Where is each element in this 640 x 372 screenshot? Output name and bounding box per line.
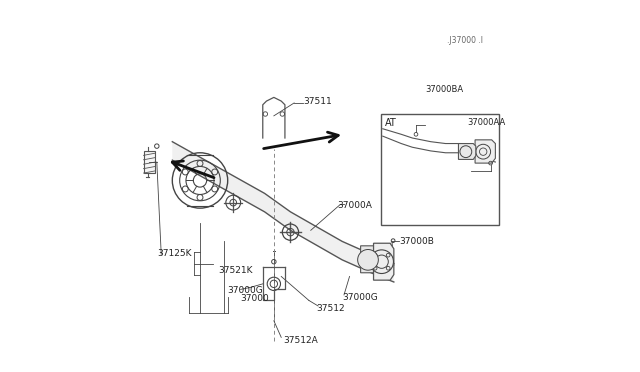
Polygon shape <box>172 142 394 282</box>
Text: 37512: 37512 <box>316 304 345 313</box>
Text: 37000BA: 37000BA <box>425 85 463 94</box>
Text: 37521K: 37521K <box>218 266 253 275</box>
Circle shape <box>358 250 378 270</box>
Circle shape <box>370 250 394 273</box>
Text: .J37000 .I: .J37000 .I <box>447 36 483 45</box>
Text: 37125K: 37125K <box>157 250 192 259</box>
Text: 37000: 37000 <box>241 294 269 303</box>
Bar <box>381 114 499 225</box>
Text: 37000G: 37000G <box>228 286 264 295</box>
Polygon shape <box>475 140 495 163</box>
Polygon shape <box>458 144 476 160</box>
Bar <box>143 151 156 173</box>
Polygon shape <box>360 246 379 273</box>
Circle shape <box>476 144 491 159</box>
Text: 37000B: 37000B <box>399 237 435 246</box>
Text: 37000G: 37000G <box>342 293 378 302</box>
Circle shape <box>460 146 472 158</box>
Text: 37000AA: 37000AA <box>468 118 506 127</box>
Polygon shape <box>374 243 394 280</box>
Text: 37512A: 37512A <box>283 336 318 345</box>
Text: 37511: 37511 <box>303 97 332 106</box>
Text: 37000A: 37000A <box>338 201 372 210</box>
Text: AT: AT <box>385 118 396 128</box>
